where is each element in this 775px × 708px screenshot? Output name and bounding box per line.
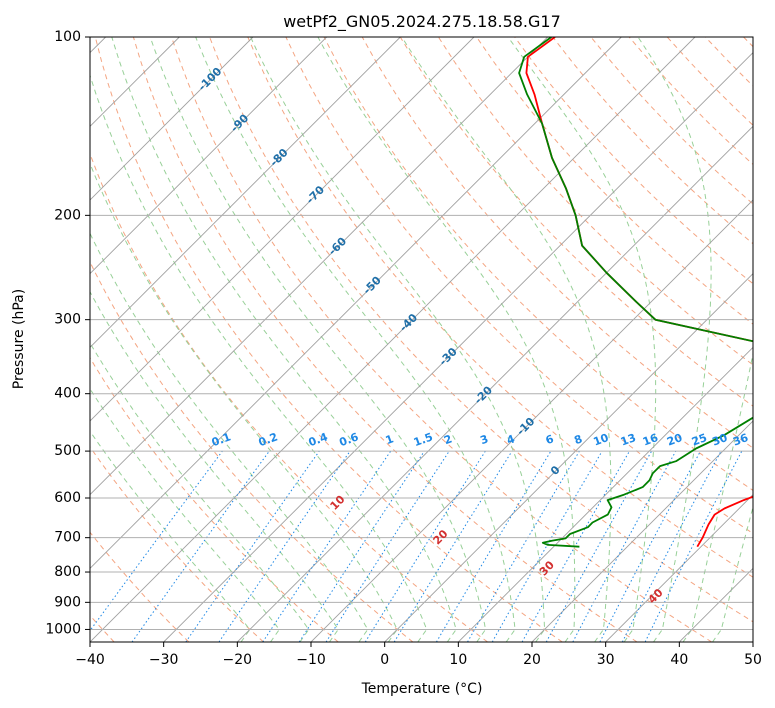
isotherm xyxy=(163,52,753,642)
isotherm xyxy=(90,37,696,642)
dry-adiabat xyxy=(247,37,753,578)
dry-adiabat xyxy=(514,37,753,285)
dry-adiabat xyxy=(132,37,638,642)
isotherm xyxy=(752,641,753,642)
y-tick-label: 500 xyxy=(54,443,81,459)
dry-adiabat xyxy=(399,37,753,407)
y-tick-label: 700 xyxy=(54,530,81,546)
x-tick-label: 10 xyxy=(449,652,467,668)
isotherm xyxy=(90,37,622,569)
mixing-ratio-label: 30 xyxy=(710,431,729,449)
mixing-ratio-line xyxy=(521,450,630,642)
dewpoint-profile-line xyxy=(518,37,753,548)
moist-adiabat xyxy=(712,505,753,642)
mixing-ratio-label: 8 xyxy=(572,432,584,447)
isotherm xyxy=(458,346,753,642)
moist-adiabat xyxy=(637,37,712,642)
y-axis-label: Pressure (hPa) xyxy=(11,289,27,389)
moist-adiabat xyxy=(682,351,753,642)
x-tick-label: 20 xyxy=(523,652,541,668)
mixing-ratio-line xyxy=(218,450,351,642)
isotherm xyxy=(90,37,548,496)
plot-frame xyxy=(89,36,754,643)
mixing-ratio-label: 0.2 xyxy=(257,430,280,449)
moist-adiabat xyxy=(90,290,339,642)
mixing-ratio-label: 13 xyxy=(619,431,638,448)
mixing-ratio-label: 6 xyxy=(544,432,556,447)
moist-adiabat xyxy=(90,162,398,642)
x-tick-label: −20 xyxy=(223,652,253,668)
dry-adiabat xyxy=(94,37,563,642)
mixing-ratio-label: 1 xyxy=(384,432,396,447)
mixing-ratio-line xyxy=(545,450,653,642)
moist-adiabat xyxy=(111,37,457,642)
y-tick-label: 900 xyxy=(54,594,81,610)
mixing-ratio-label: 16 xyxy=(641,431,660,449)
x-tick-label: −40 xyxy=(75,652,105,668)
mixing-ratio-label: 20 xyxy=(665,431,684,449)
y-tick-label: 800 xyxy=(54,564,81,580)
x-tick-label: 50 xyxy=(744,652,762,668)
moist-adiabat xyxy=(507,37,657,642)
isotherm xyxy=(90,37,475,422)
dry-adiabat xyxy=(209,37,753,623)
moist-adiabat xyxy=(90,342,310,642)
dry-adiabat xyxy=(90,152,488,642)
moist-adiabat xyxy=(149,37,487,642)
mixing-ratio-line xyxy=(262,450,392,642)
y-tick-label: 400 xyxy=(54,386,81,402)
mixing-ratio-line xyxy=(572,450,677,642)
isotherm xyxy=(310,199,753,642)
dry-adiabat xyxy=(171,37,712,642)
moist-adiabat xyxy=(195,37,516,642)
y-tick-label: 1000 xyxy=(45,621,81,637)
y-tick-label: 200 xyxy=(54,207,81,223)
isotherm xyxy=(90,37,401,348)
mixing-ratio-label: 36 xyxy=(731,431,750,449)
x-tick-label: −30 xyxy=(149,652,179,668)
mixing-ratio-line xyxy=(298,450,425,642)
x-tick-label: 0 xyxy=(380,652,389,668)
mixing-ratio-label: 3 xyxy=(478,432,490,447)
isotherm xyxy=(237,125,753,642)
moist-adiabat xyxy=(401,37,612,642)
y-tick-label: 600 xyxy=(54,490,81,506)
mixing-ratio-line xyxy=(644,450,743,642)
mixing-ratio-line xyxy=(325,450,450,642)
y-tick-label: 100 xyxy=(54,29,81,45)
mixing-ratio-label: 1.5 xyxy=(412,430,435,449)
x-tick-label: 40 xyxy=(670,652,688,668)
mixing-ratio-line xyxy=(393,450,513,642)
mixing-ratio-line xyxy=(131,450,270,642)
mixing-ratio-line xyxy=(185,450,320,642)
dry-adiabat xyxy=(90,531,190,642)
mixing-ratio-label: 0.1 xyxy=(210,430,233,449)
x-axis-label: Temperature (°C) xyxy=(361,681,483,697)
mixing-ratio-label: 4 xyxy=(505,432,517,447)
moist-adiabat xyxy=(250,37,546,642)
mixing-ratio-line xyxy=(90,450,223,632)
mixing-ratio-label: 25 xyxy=(690,431,709,448)
dry-adiabat xyxy=(90,356,339,642)
moist-adiabat xyxy=(90,232,369,642)
dry-adiabat xyxy=(361,37,753,449)
isotherm xyxy=(90,37,254,201)
mixing-ratio-label: 2 xyxy=(442,432,454,447)
isotherm xyxy=(90,37,327,275)
plot-area xyxy=(90,37,753,642)
chart-title: wetPf2_GN05.2024.275.18.58.G17 xyxy=(283,12,561,32)
y-tick-label: 300 xyxy=(54,312,81,328)
mixing-ratio-label: 0.6 xyxy=(338,430,361,449)
x-tick-label: 30 xyxy=(597,652,615,668)
moist-adiabat xyxy=(90,387,281,642)
x-tick-label: −10 xyxy=(296,652,326,668)
dry-adiabat xyxy=(90,446,264,642)
isotherm xyxy=(531,420,753,642)
isotherm xyxy=(605,494,753,642)
mixing-ratio-label: 10 xyxy=(592,431,611,449)
isotherm xyxy=(384,273,753,642)
mixing-ratio-label: 0.4 xyxy=(307,430,330,449)
